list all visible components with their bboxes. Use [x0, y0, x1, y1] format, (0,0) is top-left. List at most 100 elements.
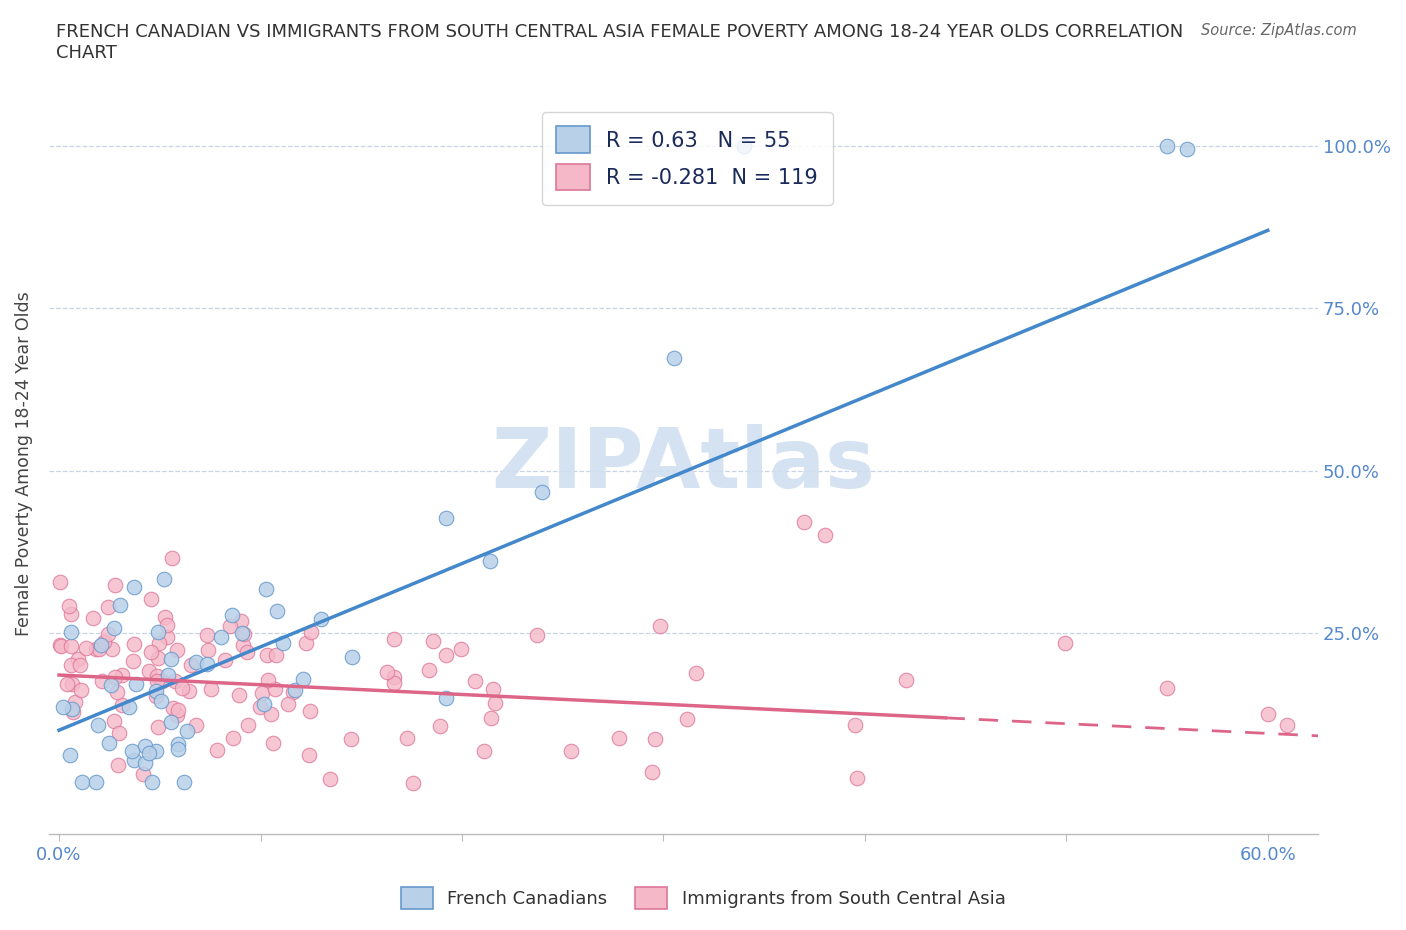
Legend: R = 0.63   N = 55, R = -0.281  N = 119: R = 0.63 N = 55, R = -0.281 N = 119: [541, 112, 832, 205]
Point: [148, 635, 170, 650]
Point: [382, 675, 405, 690]
Point: [607, 730, 630, 745]
Point: [232, 638, 254, 653]
Point: [145, 669, 167, 684]
Point: [271, 635, 294, 650]
Point: [472, 744, 495, 759]
Point: [152, 572, 174, 587]
Point: [180, 658, 202, 672]
Point: [108, 597, 131, 612]
Point: [277, 697, 299, 711]
Point: [121, 744, 143, 759]
Point: [100, 678, 122, 693]
Point: [90, 637, 112, 652]
Text: ZIPAtlas: ZIPAtlas: [492, 423, 876, 505]
Point: [75, 641, 97, 656]
Point: [450, 642, 472, 657]
Point: [231, 626, 253, 641]
Point: [1257, 707, 1279, 722]
Point: [124, 637, 146, 652]
Point: [434, 691, 457, 706]
Point: [233, 626, 256, 641]
Point: [733, 139, 755, 153]
Point: [844, 718, 866, 733]
Point: [49, 638, 72, 653]
Point: [299, 625, 322, 640]
Point: [149, 694, 172, 709]
Point: [236, 644, 259, 659]
Point: [55, 677, 77, 692]
Point: [167, 741, 190, 756]
Point: [813, 528, 835, 543]
Point: [118, 699, 141, 714]
Point: [138, 664, 160, 679]
Point: [257, 672, 280, 687]
Point: [162, 701, 184, 716]
Point: [845, 771, 868, 786]
Point: [896, 672, 918, 687]
Point: [146, 673, 169, 688]
Point: [479, 553, 502, 568]
Point: [236, 717, 259, 732]
Point: [69, 658, 91, 672]
Point: [84, 642, 107, 657]
Point: [90, 673, 112, 688]
Point: [464, 673, 486, 688]
Point: [104, 578, 127, 592]
Point: [97, 627, 120, 642]
Point: [145, 743, 167, 758]
Point: [111, 698, 134, 712]
Point: [253, 697, 276, 711]
Point: [107, 725, 129, 740]
Point: [526, 627, 548, 642]
Point: [266, 604, 288, 618]
Text: FRENCH CANADIAN VS IMMIGRANTS FROM SOUTH CENTRAL ASIA FEMALE POVERTY AMONG 18-24: FRENCH CANADIAN VS IMMIGRANTS FROM SOUTH…: [56, 23, 1184, 62]
Point: [434, 510, 457, 525]
Point: [676, 711, 699, 726]
Point: [434, 647, 457, 662]
Point: [484, 696, 506, 711]
Point: [60, 677, 83, 692]
Point: [62, 705, 84, 720]
Point: [260, 707, 283, 722]
Point: [66, 652, 89, 667]
Point: [153, 609, 176, 624]
Point: [148, 651, 170, 666]
Point: [163, 674, 186, 689]
Point: [311, 612, 333, 627]
Point: [254, 582, 277, 597]
Point: [63, 695, 86, 710]
Point: [125, 676, 148, 691]
Point: [292, 671, 315, 686]
Point: [87, 642, 110, 657]
Point: [162, 551, 184, 565]
Point: [402, 776, 425, 790]
Point: [377, 665, 399, 680]
Point: [173, 775, 195, 790]
Point: [793, 515, 815, 530]
Point: [221, 607, 243, 622]
Point: [59, 748, 82, 763]
Point: [1156, 681, 1178, 696]
Point: [1053, 635, 1076, 650]
Point: [70, 683, 93, 698]
Point: [52, 700, 75, 715]
Point: [195, 628, 218, 643]
Point: [298, 704, 321, 719]
Point: [141, 775, 163, 790]
Point: [382, 631, 405, 646]
Point: [295, 636, 318, 651]
Point: [60, 701, 83, 716]
Point: [256, 647, 278, 662]
Point: [172, 681, 194, 696]
Point: [104, 670, 127, 684]
Point: [298, 747, 321, 762]
Point: [249, 700, 271, 715]
Point: [195, 657, 218, 671]
Point: [382, 669, 405, 684]
Point: [58, 599, 80, 614]
Point: [156, 618, 179, 633]
Point: [264, 682, 287, 697]
Point: [662, 351, 685, 365]
Point: [422, 633, 444, 648]
